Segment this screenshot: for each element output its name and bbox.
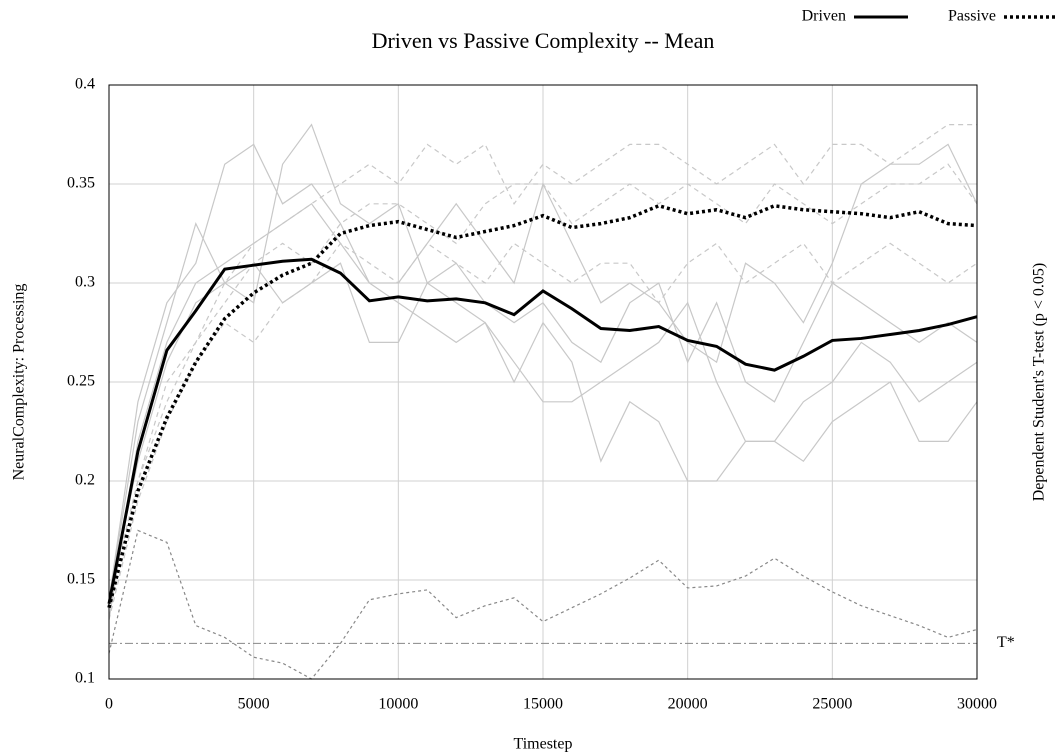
y-tick-label: 0.4 bbox=[75, 76, 95, 93]
series-line bbox=[107, 257, 978, 605]
y2-tick-label: T* bbox=[997, 634, 1015, 651]
y-axis-label: NeuralComplexity: Processing bbox=[11, 284, 28, 481]
x-tick-label: 25000 bbox=[812, 696, 852, 713]
x-tick-label: 30000 bbox=[957, 696, 997, 713]
legend-label: Driven bbox=[802, 8, 846, 25]
x-tick-label: 15000 bbox=[523, 696, 563, 713]
series-line bbox=[108, 242, 978, 620]
y-tick-label: 0.2 bbox=[75, 472, 95, 489]
series-line bbox=[108, 163, 978, 600]
y-tick-label: 0.35 bbox=[67, 175, 95, 192]
legend-label: Passive bbox=[948, 8, 996, 25]
y2-axis-label: Dependent Student's T-test (p < 0.05) bbox=[1031, 263, 1048, 502]
y-tick-label: 0.25 bbox=[67, 373, 95, 390]
series-line bbox=[107, 203, 978, 609]
x-tick-label: 20000 bbox=[668, 696, 708, 713]
series-line bbox=[108, 124, 977, 600]
x-tick-label: 0 bbox=[105, 696, 113, 713]
plot-frame bbox=[108, 84, 978, 680]
y-tick-label: 0.1 bbox=[75, 670, 95, 687]
y-tick-label: 0.3 bbox=[75, 274, 95, 291]
x-tick-label: 10000 bbox=[378, 696, 418, 713]
y-tick-label: 0.15 bbox=[67, 571, 95, 588]
series-line bbox=[108, 143, 978, 600]
x-axis-label: Timestep bbox=[514, 736, 573, 753]
x-tick-label: 5000 bbox=[238, 696, 270, 713]
chart-title: Driven vs Passive Complexity -- Mean bbox=[372, 28, 715, 53]
